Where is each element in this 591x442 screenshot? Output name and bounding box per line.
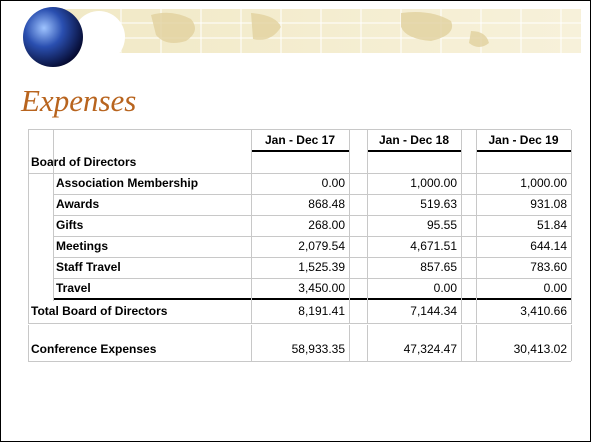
group-label: Board of Directors — [31, 155, 137, 169]
grid-line — [28, 173, 571, 174]
grid-line — [53, 257, 571, 258]
item-value: 0.00 — [321, 176, 345, 190]
grid-line — [28, 130, 29, 324]
item-value: 2,079.54 — [298, 239, 345, 253]
grid-line — [53, 236, 571, 237]
row-value: 58,933.35 — [291, 342, 345, 356]
item-value: 4,671.51 — [410, 239, 457, 253]
total-label: Total Board of Directors — [31, 304, 168, 318]
item-value: 931.08 — [530, 197, 567, 211]
item-label: Staff Travel — [56, 260, 121, 274]
grid-line — [571, 130, 572, 324]
row-label: Conference Expenses — [31, 342, 157, 356]
grid-line — [53, 130, 54, 301]
grid-line — [367, 325, 368, 361]
item-value: 783.60 — [530, 260, 567, 274]
item-value: 644.14 — [530, 239, 567, 253]
grid-line — [476, 130, 477, 324]
rule — [367, 150, 461, 152]
row-value: 47,324.47 — [403, 342, 457, 356]
grid-line — [28, 361, 571, 362]
rule — [476, 150, 571, 152]
item-label: Travel — [56, 281, 91, 295]
item-value: 868.48 — [308, 197, 345, 211]
slide-title: Expenses — [21, 83, 137, 118]
item-value: 51.84 — [536, 218, 567, 232]
item-value: 519.63 — [420, 197, 457, 211]
item-value: 268.00 — [308, 218, 345, 232]
column-header: Jan - Dec 19 — [488, 133, 559, 147]
total-value: 3,410.66 — [520, 304, 567, 318]
banner — [23, 7, 581, 67]
grid-line — [349, 325, 350, 361]
item-label: Awards — [56, 197, 100, 211]
grid-line — [571, 325, 572, 361]
total-value: 7,144.34 — [410, 304, 457, 318]
column-header: Jan - Dec 18 — [378, 133, 450, 147]
item-value: 0.00 — [543, 281, 567, 295]
grid-line — [251, 130, 252, 324]
item-value: 0.00 — [433, 281, 457, 295]
grid-line — [349, 130, 350, 324]
column-header: Jan - Dec 17 — [264, 133, 336, 147]
rule — [251, 150, 349, 152]
total-value: 8,191.41 — [298, 304, 345, 318]
item-value: 95.55 — [426, 218, 457, 232]
item-label: Gifts — [56, 218, 84, 232]
grid-line — [367, 130, 368, 324]
grid-line — [28, 129, 571, 130]
item-label: Meetings — [56, 239, 109, 253]
grid-line — [476, 325, 477, 361]
item-value: 1,000.00 — [410, 176, 457, 190]
item-value: 857.65 — [420, 260, 457, 274]
grid-line — [53, 278, 571, 279]
row-value: 30,413.02 — [513, 342, 567, 356]
grid-line — [53, 215, 571, 216]
grid-line — [28, 325, 29, 361]
item-value: 1,000.00 — [520, 176, 567, 190]
item-label: Association Membership — [56, 176, 199, 190]
grid-line — [461, 130, 462, 324]
item-value: 3,450.00 — [298, 281, 345, 295]
rule — [53, 298, 571, 300]
grid-line — [53, 194, 571, 195]
grid-line — [251, 325, 252, 361]
grid-line — [461, 325, 462, 361]
grid-line — [28, 323, 571, 324]
item-value: 1,525.39 — [298, 260, 345, 274]
